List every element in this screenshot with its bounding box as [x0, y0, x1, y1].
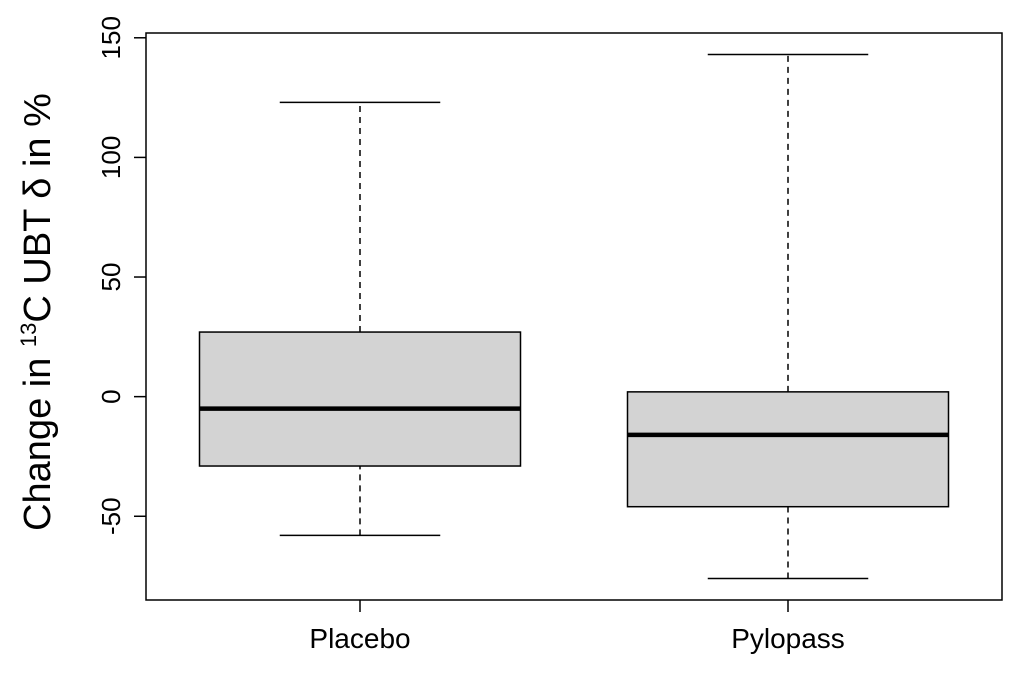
box-placebo	[198, 101, 522, 537]
y-tick-label: 50	[96, 263, 126, 292]
y-tick-label: -50	[96, 497, 126, 535]
y-tick-label: 0	[96, 389, 126, 403]
y-axis: -50 0 50 100 150	[96, 16, 146, 535]
x-tick-label: Pylopass	[731, 623, 845, 654]
chart-marks	[198, 53, 950, 580]
interquartile-box	[198, 331, 522, 467]
x-tick-label: Placebo	[309, 623, 410, 654]
interquartile-box	[626, 391, 950, 508]
box-pylopass	[626, 53, 950, 580]
y-axis-label: Change in 13C UBT δ in %	[16, 93, 59, 531]
y-tick-label: 100	[96, 136, 126, 179]
plot-frame	[145, 32, 1003, 601]
y-tick-label: 150	[96, 16, 126, 59]
x-axis: Placebo Pylopass	[309, 600, 845, 654]
